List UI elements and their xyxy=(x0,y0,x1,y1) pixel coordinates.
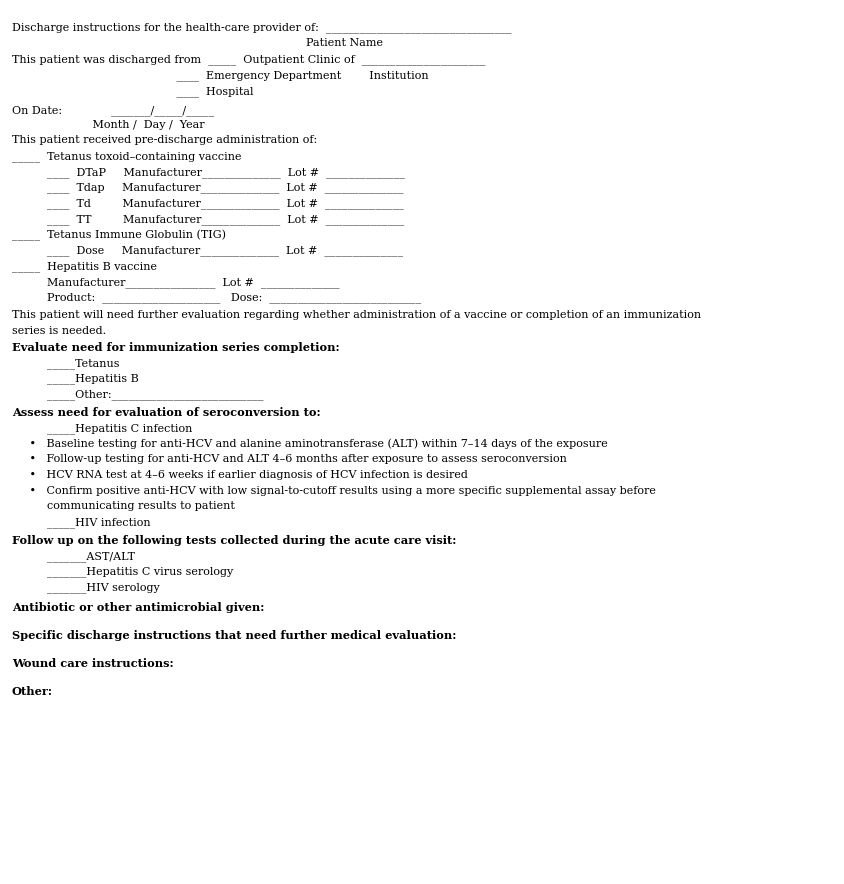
Text: _______Hepatitis C virus serology: _______Hepatitis C virus serology xyxy=(12,566,233,576)
Text: _____  Tetanus Immune Globulin (TIG): _____ Tetanus Immune Globulin (TIG) xyxy=(12,230,226,241)
Text: Wound care instructions:: Wound care instructions: xyxy=(12,658,174,669)
Text: _____  Tetanus toxoid–containing vaccine: _____ Tetanus toxoid–containing vaccine xyxy=(12,151,241,162)
Text: ____  TT         Manufacturer______________  Lot #  ______________: ____ TT Manufacturer______________ Lot #… xyxy=(12,214,404,225)
Text: •   Follow-up testing for anti-HCV and ALT 4–6 months after exposure to assess s: • Follow-up testing for anti-HCV and ALT… xyxy=(12,454,567,464)
Text: Assess need for evaluation of seroconversion to:: Assess need for evaluation of seroconver… xyxy=(12,407,321,418)
Text: ____  Emergency Department        Institution: ____ Emergency Department Institution xyxy=(12,70,429,80)
Text: Follow up on the following tests collected during the acute care visit:: Follow up on the following tests collect… xyxy=(12,535,457,546)
Text: ____  Tdap     Manufacturer______________  Lot #  ______________: ____ Tdap Manufacturer______________ Lot… xyxy=(12,182,403,193)
Text: _____Tetanus: _____Tetanus xyxy=(12,358,120,369)
Text: Antibiotic or other antimicrobial given:: Antibiotic or other antimicrobial given: xyxy=(12,602,264,613)
Text: •   Baseline testing for anti-HCV and alanine aminotransferase (ALT) within 7–14: • Baseline testing for anti-HCV and alan… xyxy=(12,438,608,448)
Text: _______AST/ALT: _______AST/ALT xyxy=(12,551,135,561)
Text: This patient received pre-discharge administration of:: This patient received pre-discharge admi… xyxy=(12,135,317,145)
Text: _____HIV infection: _____HIV infection xyxy=(12,517,150,528)
Text: Manufacturer________________  Lot #  ______________: Manufacturer________________ Lot # _____… xyxy=(12,277,339,287)
Text: Product:  _____________________   Dose:  ___________________________: Product: _____________________ Dose: ___… xyxy=(12,292,421,302)
Text: •   HCV RNA test at 4–6 weeks if earlier diagnosis of HCV infection is desired: • HCV RNA test at 4–6 weeks if earlier d… xyxy=(12,470,468,480)
Text: Month /  Day /  Year: Month / Day / Year xyxy=(12,120,204,130)
Text: _______HIV serology: _______HIV serology xyxy=(12,582,160,592)
Text: This patient was discharged from  _____  Outpatient Clinic of  _________________: This patient was discharged from _____ O… xyxy=(12,54,485,65)
Text: _____Other:___________________________: _____Other:___________________________ xyxy=(12,389,263,400)
Text: Patient Name: Patient Name xyxy=(12,38,383,48)
Text: Specific discharge instructions that need further medical evaluation:: Specific discharge instructions that nee… xyxy=(12,630,457,641)
Text: communicating results to patient: communicating results to patient xyxy=(12,501,235,511)
Text: Evaluate need for immunization series completion:: Evaluate need for immunization series co… xyxy=(12,342,339,353)
Text: ____  Hospital: ____ Hospital xyxy=(12,86,253,96)
Text: Discharge instructions for the health-care provider of:  _______________________: Discharge instructions for the health-ca… xyxy=(12,22,511,33)
Text: series is needed.: series is needed. xyxy=(12,326,106,336)
Text: ____  DTaP     Manufacturer______________  Lot #  ______________: ____ DTaP Manufacturer______________ Lot… xyxy=(12,167,405,178)
Text: •   Confirm positive anti-HCV with low signal-to-cutoff results using a more spe: • Confirm positive anti-HCV with low sig… xyxy=(12,486,656,496)
Text: ____  Td         Manufacturer______________  Lot #  ______________: ____ Td Manufacturer______________ Lot #… xyxy=(12,198,403,209)
Text: ____  Dose     Manufacturer______________  Lot #  ______________: ____ Dose Manufacturer______________ Lot… xyxy=(12,245,403,255)
Text: On Date:              _______/_____/_____: On Date: _______/_____/_____ xyxy=(12,105,214,116)
Text: Other:: Other: xyxy=(12,686,53,697)
Text: _____Hepatitis C infection: _____Hepatitis C infection xyxy=(12,423,192,434)
Text: _____  Hepatitis B vaccine: _____ Hepatitis B vaccine xyxy=(12,261,157,271)
Text: This patient will need further evaluation regarding whether administration of a : This patient will need further evaluatio… xyxy=(12,310,701,320)
Text: _____Hepatitis B: _____Hepatitis B xyxy=(12,373,138,384)
